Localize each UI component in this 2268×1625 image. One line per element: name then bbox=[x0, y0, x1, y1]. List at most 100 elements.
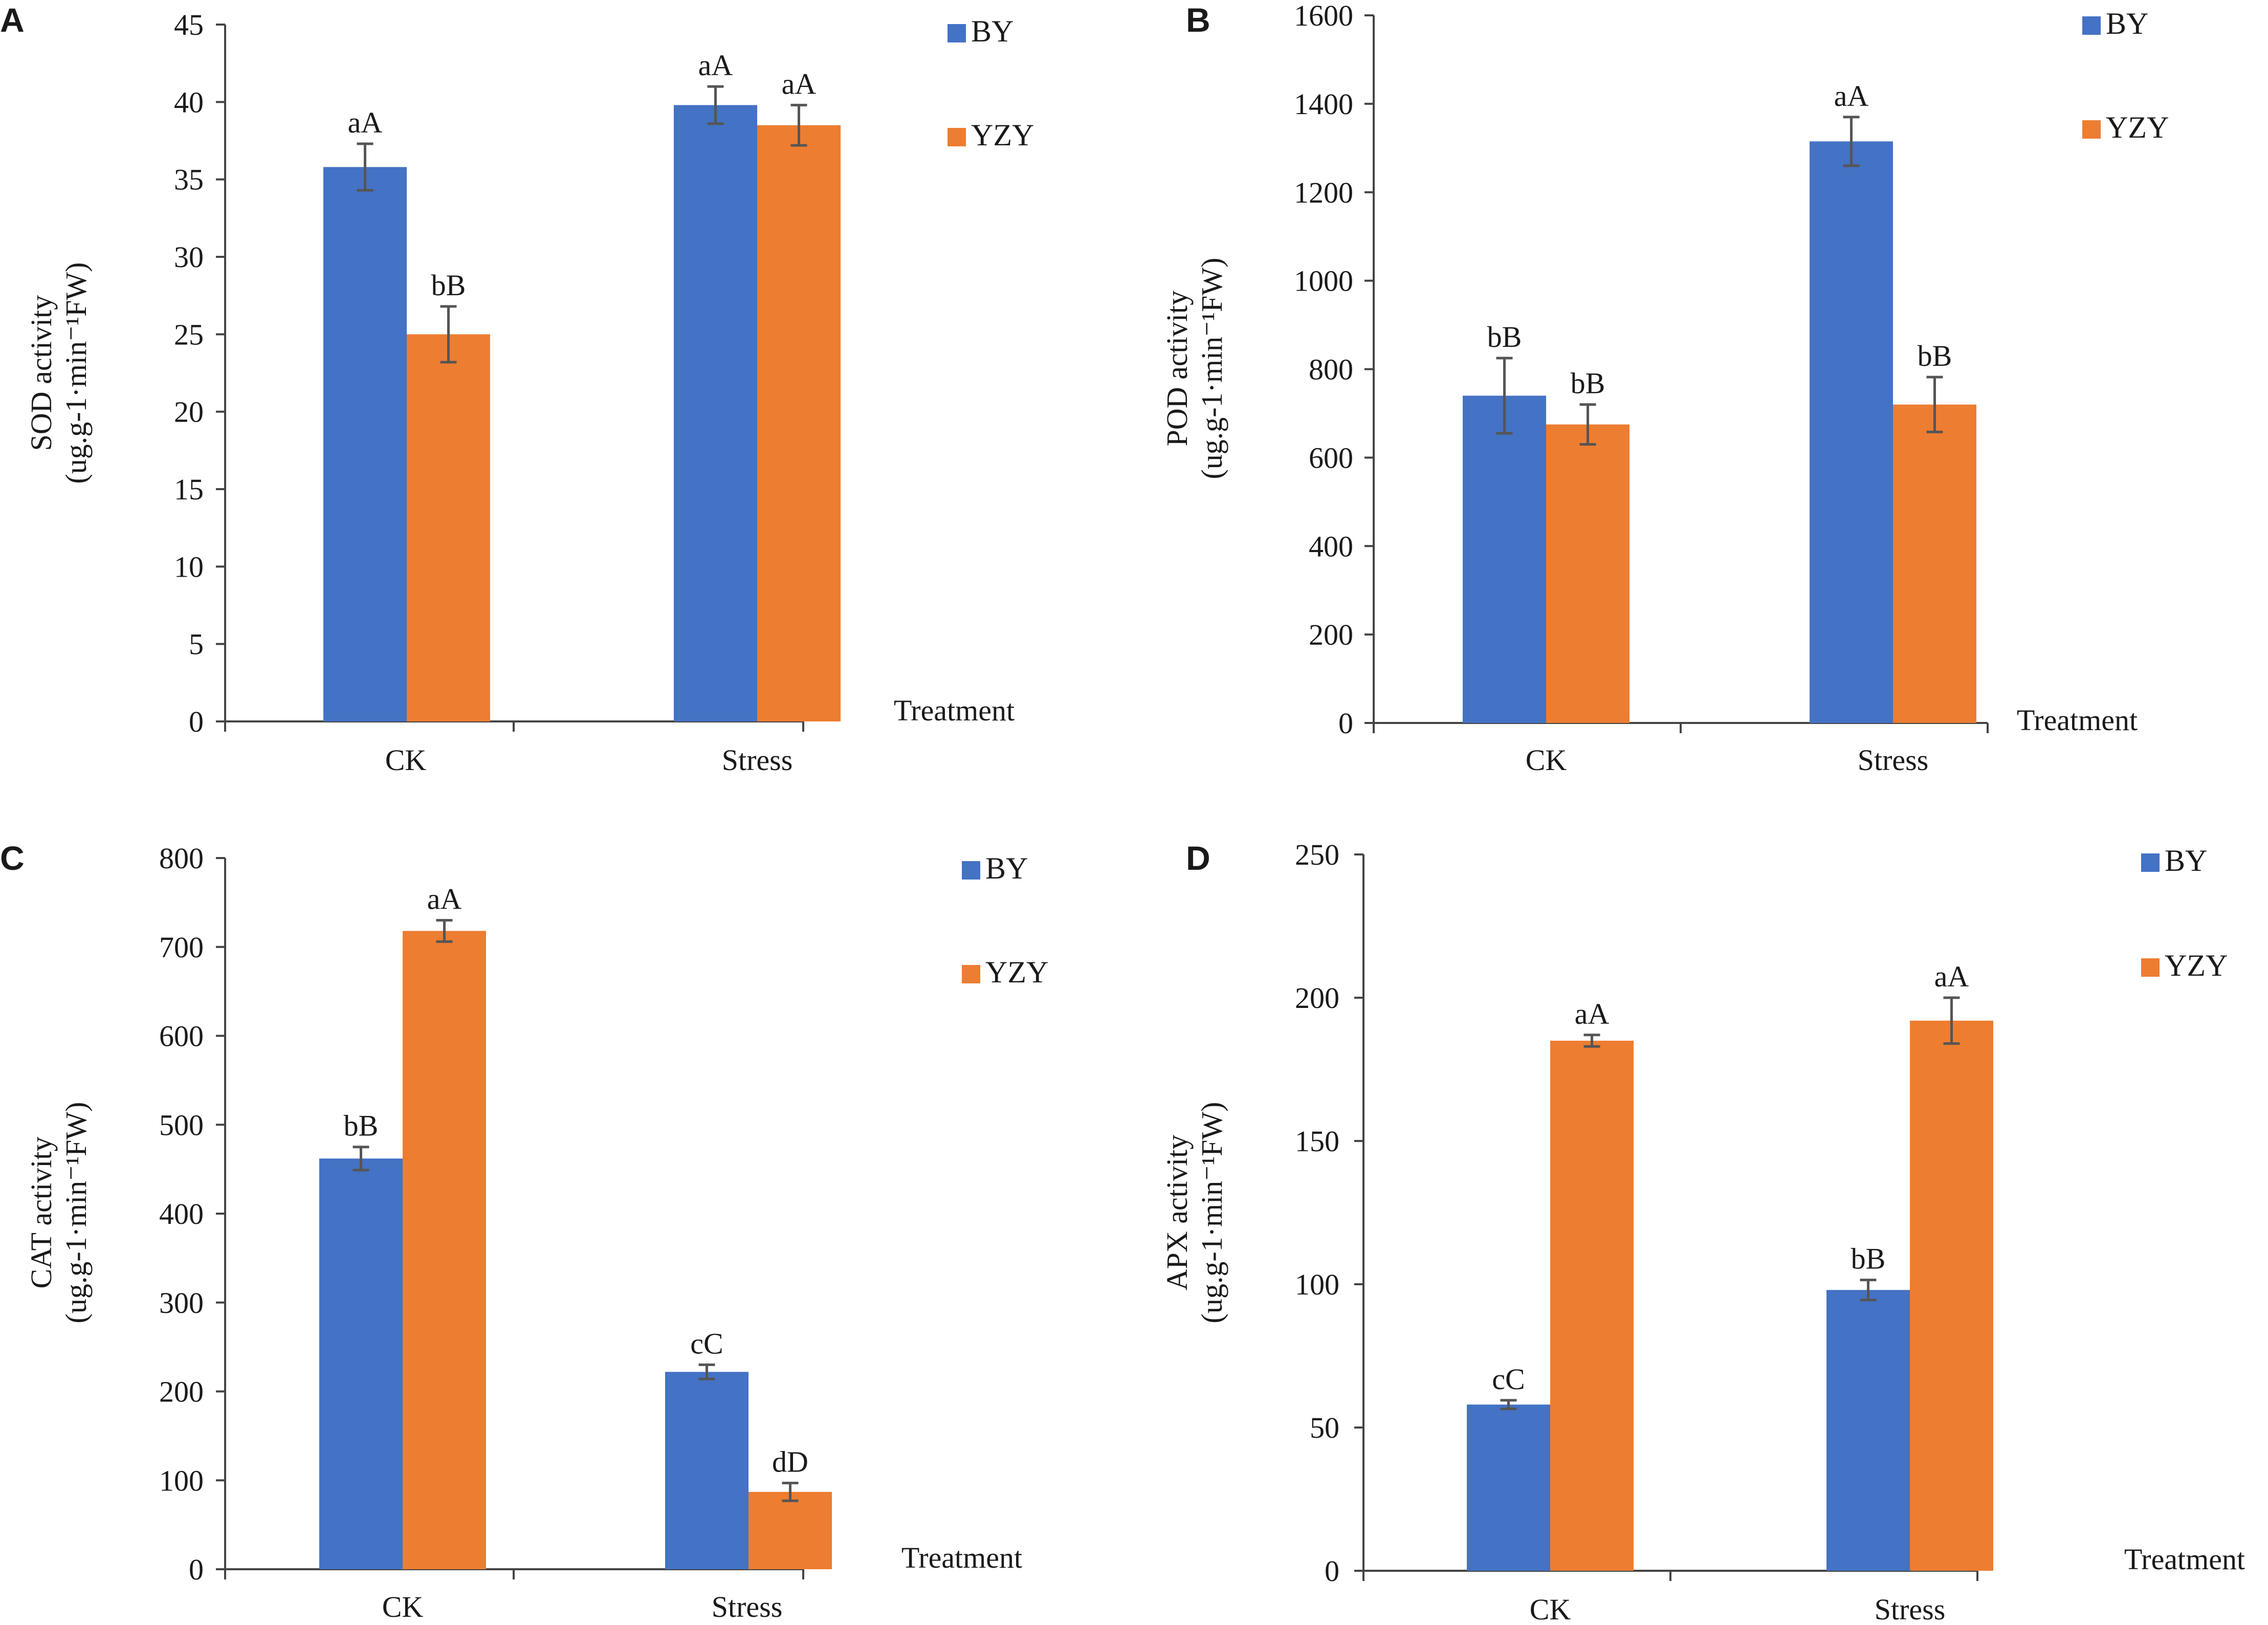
x-category-label: Stress bbox=[722, 743, 793, 777]
bar-BY-Stress bbox=[1810, 141, 1893, 723]
y-tick-label: 200 bbox=[1295, 981, 1339, 1015]
y-tick-label: 0 bbox=[189, 1553, 204, 1586]
legend-label-BY: BY bbox=[2106, 7, 2148, 40]
y-axis-title: SOD activity(ug.g-1·min⁻¹FW) bbox=[25, 262, 93, 484]
legend-swatch-YZY bbox=[2082, 120, 2101, 139]
chart-panel-A: A 0 5 10 15 20 25 30 35 40 45 CK Stress SOD activity(… bbox=[0, 1, 1034, 777]
x-category-label: Stress bbox=[1858, 743, 1929, 777]
y-tick-label: 50 bbox=[1310, 1411, 1339, 1444]
y-axis-title-line1: APX activity bbox=[1160, 1135, 1194, 1290]
y-axis-title: APX activity(ug.g-1·min⁻¹FW) bbox=[1160, 1102, 1228, 1324]
y-tick-label: 300 bbox=[159, 1286, 204, 1320]
bar-YZY-Stress bbox=[1910, 1020, 1993, 1571]
significance-label: aA bbox=[782, 67, 817, 100]
legend-label-YZY: YZY bbox=[2106, 111, 2169, 144]
y-axis-title: CAT activity(ug.g-1·min⁻¹FW) bbox=[25, 1102, 93, 1324]
legend-label-BY: BY bbox=[971, 14, 1014, 48]
bar-YZY-Stress bbox=[757, 125, 841, 721]
y-axis-title-line1: POD activity bbox=[1160, 291, 1194, 446]
bar-BY-CK bbox=[319, 1158, 403, 1569]
y-tick-label: 30 bbox=[174, 240, 204, 274]
bar-BY-Stress bbox=[1826, 1290, 1910, 1571]
y-tick-label: 0 bbox=[1325, 1554, 1339, 1588]
significance-label: bB bbox=[1851, 1242, 1886, 1276]
bar-YZY-CK bbox=[1546, 424, 1630, 723]
significance-label: cC bbox=[690, 1327, 723, 1360]
significance-label: bB bbox=[1571, 367, 1605, 400]
y-tick-label: 200 bbox=[159, 1375, 204, 1409]
bar-BY-Stress bbox=[674, 105, 757, 721]
bar-BY-CK bbox=[1463, 396, 1546, 723]
y-tick-label: 1600 bbox=[1294, 0, 1353, 32]
bar-YZY-Stress bbox=[1893, 404, 1976, 723]
significance-label: bB bbox=[1487, 320, 1522, 354]
x-axis-title: Treatment bbox=[894, 694, 1015, 727]
y-tick-label: 700 bbox=[159, 931, 204, 964]
y-axis-title-line1: CAT activity bbox=[25, 1137, 58, 1289]
bar-BY-CK bbox=[323, 167, 407, 721]
y-tick-label: 250 bbox=[1295, 838, 1339, 871]
significance-label: aA bbox=[348, 106, 383, 139]
chart-panel-C: C 0 100 200 300 400 500 600 700 800 CK Stress CAT ac… bbox=[0, 839, 1048, 1623]
significance-label: aA bbox=[1575, 997, 1610, 1030]
x-axis-title: Treatment bbox=[2017, 704, 2138, 737]
legend-label-YZY: YZY bbox=[985, 955, 1048, 989]
bar-YZY-CK bbox=[407, 334, 490, 721]
significance-label: aA bbox=[427, 883, 462, 916]
legend-label-BY: BY bbox=[985, 851, 1028, 885]
chart-panel-B: B 0 200 400 600 800 1000 1200 1400 1600 CK Stress PO… bbox=[1160, 0, 2169, 777]
bar-YZY-Stress bbox=[748, 1491, 832, 1569]
significance-label: cC bbox=[1492, 1363, 1525, 1396]
bar-YZY-CK bbox=[403, 931, 486, 1569]
y-tick-label: 0 bbox=[1338, 707, 1353, 740]
x-axis-title: Treatment bbox=[2124, 1543, 2245, 1576]
y-tick-label: 1200 bbox=[1294, 176, 1353, 209]
significance-label: dD bbox=[772, 1445, 808, 1478]
legend-swatch-BY bbox=[2141, 853, 2160, 872]
y-tick-label: 15 bbox=[174, 473, 204, 506]
bar-BY-CK bbox=[1467, 1404, 1550, 1571]
panel-label: B bbox=[1186, 1, 1210, 39]
y-tick-label: 20 bbox=[174, 396, 204, 429]
y-tick-label: 35 bbox=[174, 163, 204, 196]
legend-swatch-YZY bbox=[962, 965, 980, 983]
y-tick-label: 25 bbox=[174, 318, 204, 351]
y-tick-label: 150 bbox=[1295, 1125, 1339, 1158]
y-tick-label: 40 bbox=[174, 85, 204, 119]
y-tick-label: 1000 bbox=[1294, 265, 1353, 298]
x-category-label: CK bbox=[1530, 1593, 1571, 1625]
y-tick-label: 100 bbox=[159, 1464, 204, 1497]
legend-swatch-YZY bbox=[948, 128, 966, 146]
x-category-label: CK bbox=[382, 1590, 424, 1623]
panel-label: C bbox=[0, 839, 25, 877]
y-tick-label: 800 bbox=[1309, 353, 1353, 386]
y-tick-label: 400 bbox=[159, 1197, 204, 1231]
bar-YZY-CK bbox=[1550, 1041, 1634, 1571]
legend-swatch-BY bbox=[948, 24, 966, 42]
y-tick-label: 600 bbox=[1309, 441, 1353, 474]
x-axis-title: Treatment bbox=[901, 1541, 1022, 1574]
panel-label: A bbox=[0, 1, 25, 39]
y-axis-title-line1: SOD activity bbox=[25, 295, 58, 451]
chart-panel-D: D 0 50 100 150 200 250 CK Stress APX activity(ug.… bbox=[1160, 838, 2245, 1625]
panel-label: D bbox=[1186, 839, 1210, 877]
y-tick-label: 45 bbox=[174, 8, 204, 41]
y-tick-label: 500 bbox=[159, 1108, 204, 1141]
x-category-label: Stress bbox=[712, 1590, 783, 1623]
significance-label: bB bbox=[431, 269, 466, 302]
legend-swatch-YZY bbox=[2141, 958, 2160, 977]
legend-label-YZY: YZY bbox=[971, 118, 1034, 152]
y-tick-label: 1400 bbox=[1294, 87, 1353, 121]
legend-swatch-BY bbox=[962, 861, 980, 880]
y-tick-label: 10 bbox=[174, 550, 204, 583]
significance-label: aA bbox=[698, 49, 733, 82]
y-tick-label: 800 bbox=[159, 842, 204, 875]
y-tick-label: 600 bbox=[159, 1020, 204, 1053]
y-tick-label: 400 bbox=[1309, 530, 1353, 563]
significance-label: bB bbox=[1918, 339, 1952, 372]
x-category-label: CK bbox=[385, 743, 427, 777]
bar-BY-Stress bbox=[665, 1372, 748, 1569]
y-tick-label: 5 bbox=[189, 628, 204, 661]
y-axis-title-line2: (ug.g-1·min⁻¹FW) bbox=[1195, 258, 1228, 479]
